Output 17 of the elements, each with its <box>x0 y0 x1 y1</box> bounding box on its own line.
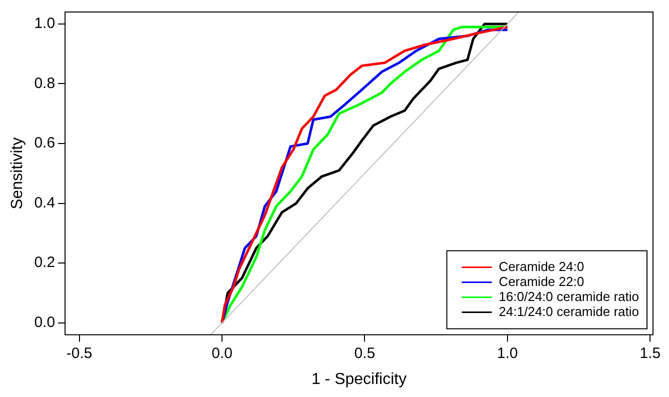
x-axis-title: 1 - Specificity <box>311 370 407 388</box>
x-tick-label: -0.5 <box>66 344 92 362</box>
legend-label: Ceramide 22:0 <box>498 274 584 289</box>
y-tick-label: 0.6 <box>34 134 56 152</box>
y-tick-label: 0.4 <box>34 194 56 212</box>
y-tick-label: 0.2 <box>34 254 56 272</box>
legend-label: Ceramide 24:0 <box>498 258 584 274</box>
y-tick-label: 1.0 <box>34 15 56 32</box>
y-tick-label: 0.0 <box>34 314 56 331</box>
x-tick-label: 0.0 <box>212 344 232 362</box>
y-axis-title: Sensitivity <box>9 137 26 210</box>
x-tick-label: 1.0 <box>497 344 518 362</box>
x-tick-label: 1.5 <box>640 344 661 362</box>
x-tick-label: 0.5 <box>354 344 376 362</box>
legend-label: 16:0/24:0 ceramide ratio <box>498 288 640 304</box>
legend-label: 24:1/24:0 ceramide ratio <box>498 304 640 319</box>
y-tick-label: 0.8 <box>34 74 56 92</box>
